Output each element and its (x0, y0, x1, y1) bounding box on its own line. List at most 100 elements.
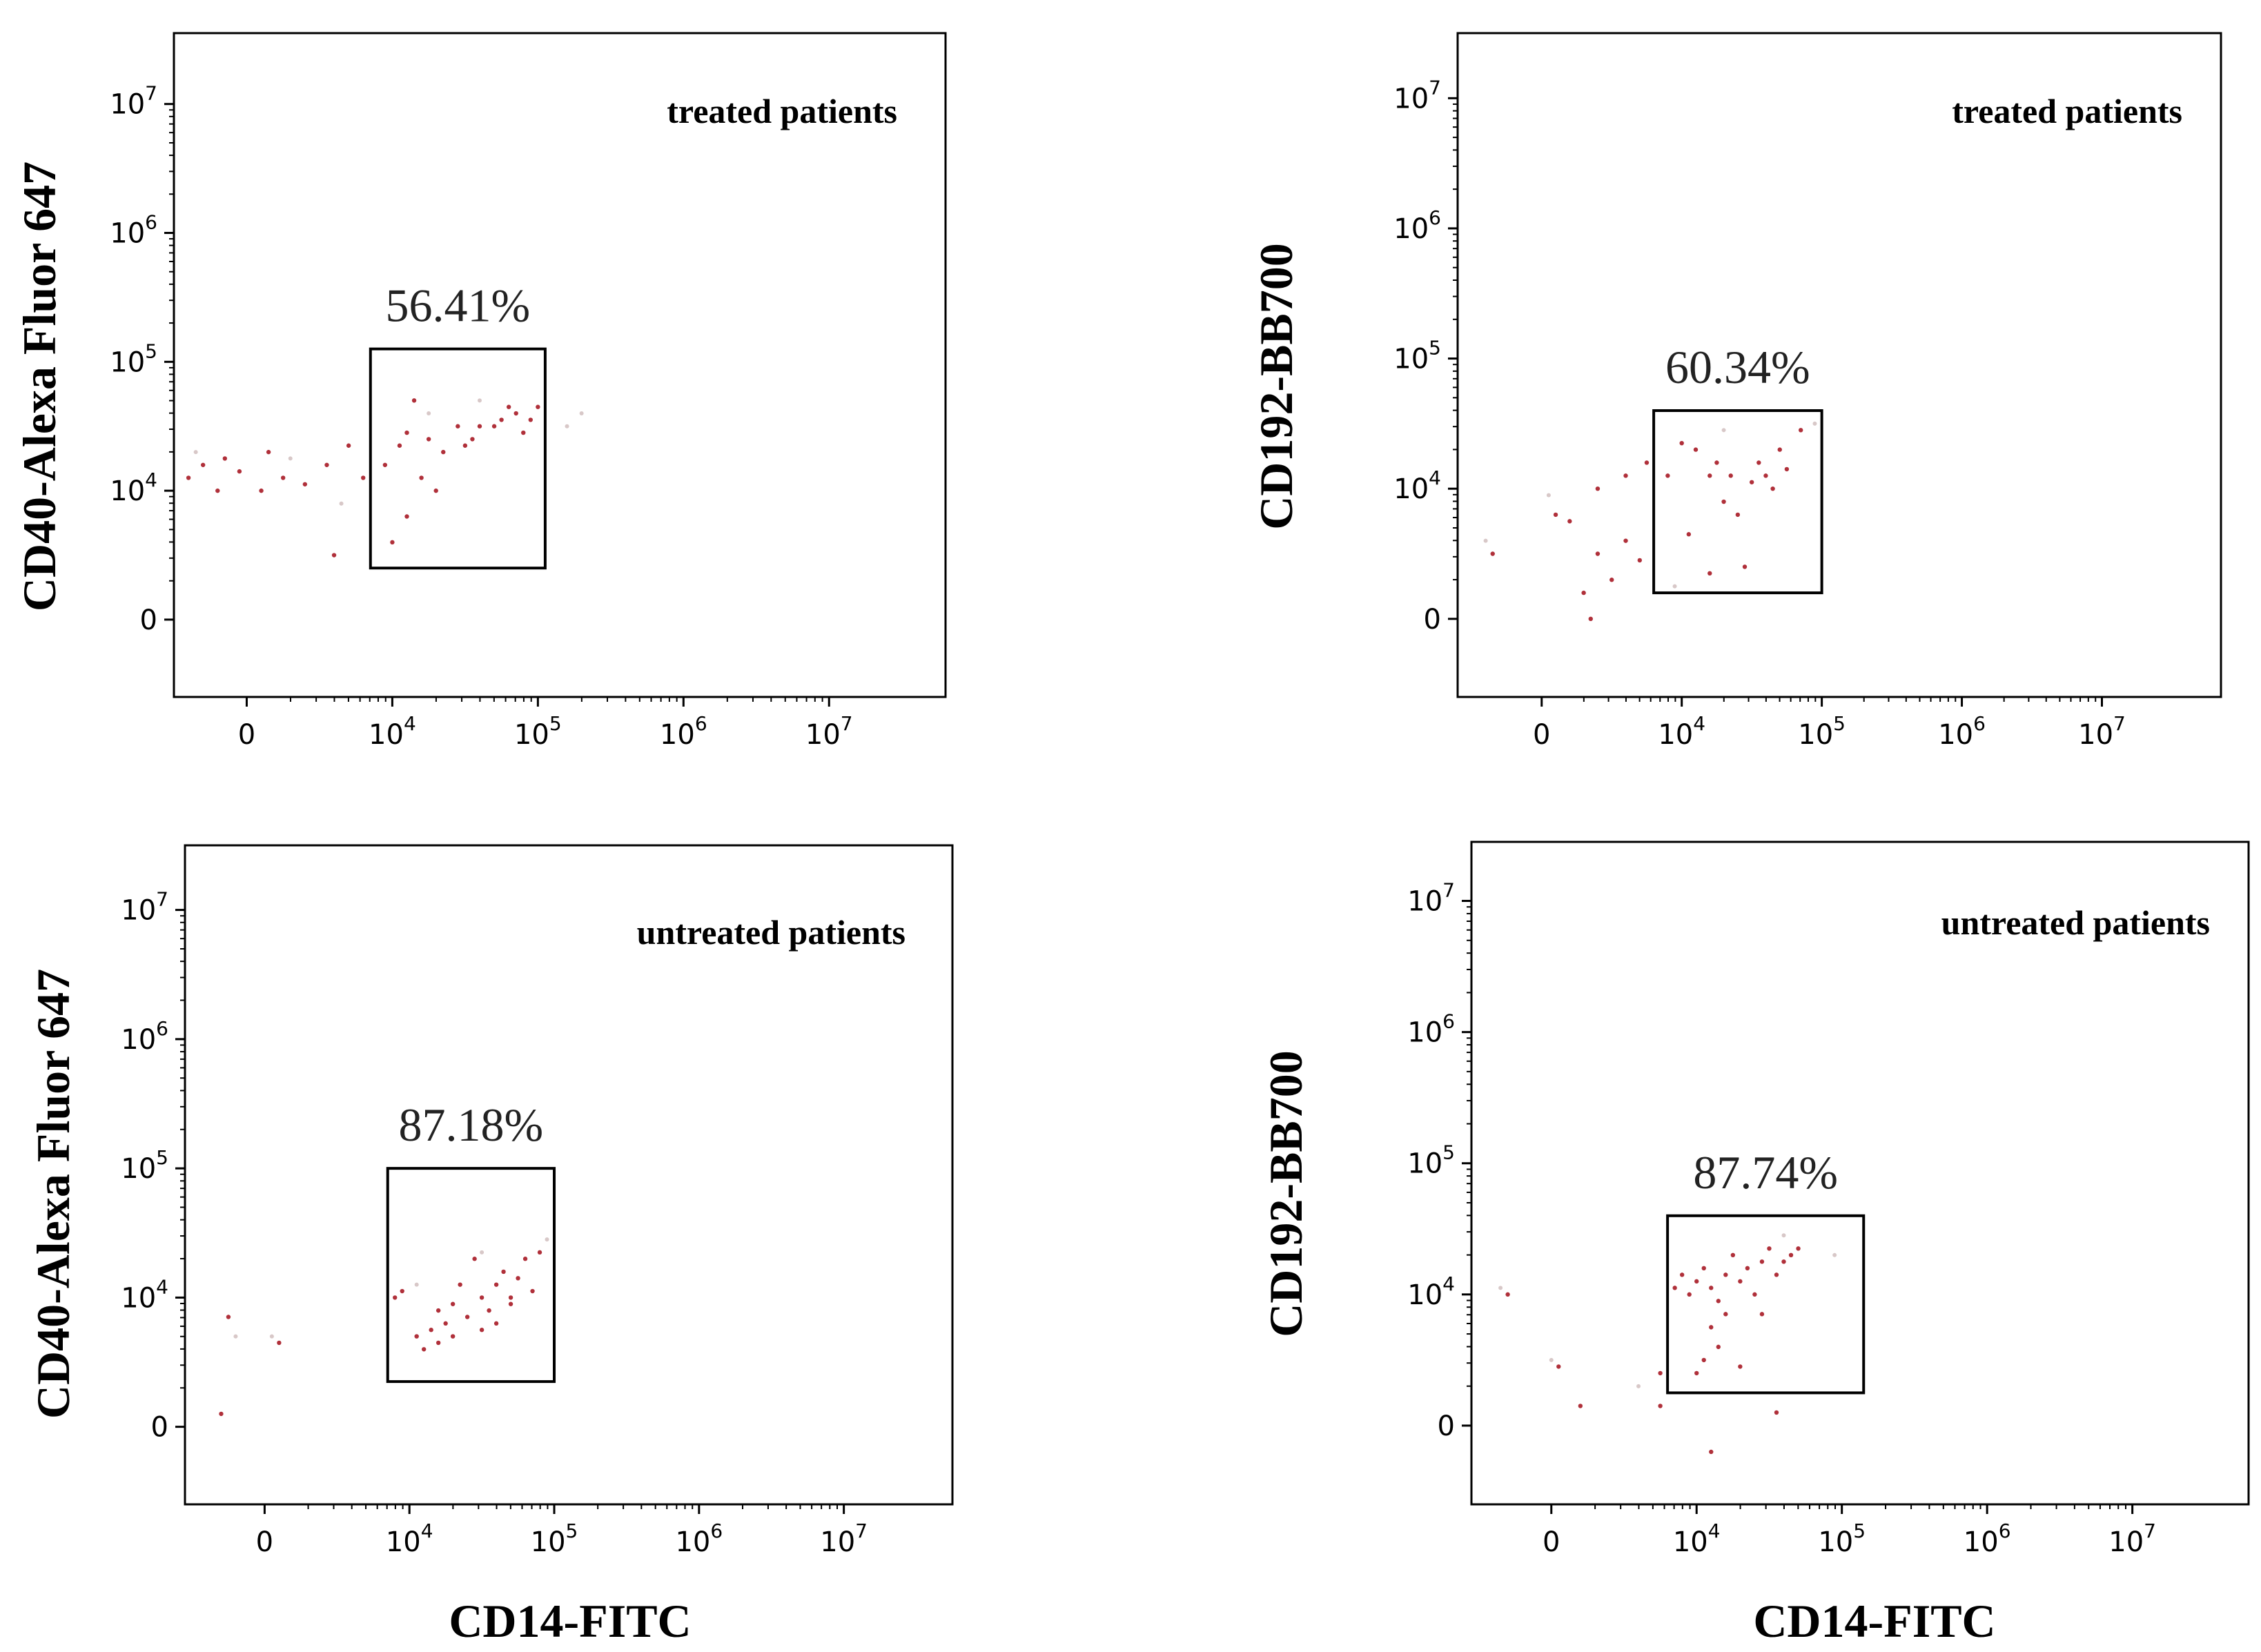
group-label: untreated patients (637, 913, 906, 952)
event-dot (1609, 578, 1614, 582)
y-tick-label: 105 (1393, 337, 1441, 375)
event-dot (1759, 1312, 1765, 1317)
x-tick-label: 0 (238, 719, 255, 751)
event-dot (361, 475, 366, 480)
event-dot-faint (1832, 1252, 1837, 1257)
event-dot (1694, 1279, 1699, 1284)
event-dot-faint (1812, 421, 1817, 426)
x-tick-label: 105 (531, 1520, 578, 1558)
event-dot (522, 1257, 528, 1261)
plot-frame (1456, 32, 2222, 698)
event-dot (1694, 1370, 1699, 1376)
event-dot (1721, 499, 1726, 504)
event-dot (472, 1257, 477, 1261)
y-tick-label: 104 (1407, 1272, 1455, 1311)
y-tick-label: 107 (110, 82, 157, 121)
gate-rectangle (1666, 1214, 1866, 1395)
y-axis-label: CD40-Alexa Fluor 647 (27, 969, 79, 1419)
event-dot-faint (1483, 538, 1488, 543)
event-dot (1644, 460, 1650, 465)
event-dot (501, 1269, 506, 1275)
event-dot (414, 1334, 419, 1339)
event-dot (1728, 473, 1733, 478)
y-tick-label: 0 (140, 604, 157, 636)
event-dot (1567, 519, 1572, 524)
event-dot (464, 1315, 470, 1319)
event-dot-faint (477, 398, 482, 403)
event-dot (1781, 1259, 1786, 1264)
event-dot (1709, 1325, 1714, 1330)
event-dot (1693, 447, 1699, 452)
event-dot (404, 514, 409, 519)
y-tick-label: 0 (1438, 1410, 1455, 1442)
event-dot (1774, 1410, 1779, 1415)
event-dot (421, 1347, 427, 1352)
event-dot (222, 456, 228, 461)
event-dot (1701, 1266, 1706, 1271)
y-tick-label: 105 (1407, 1141, 1455, 1180)
gate-rectangle (1652, 409, 1823, 595)
event-dot (479, 1328, 484, 1333)
event-dot (277, 1340, 282, 1346)
x-tick-label: 107 (820, 1520, 868, 1558)
event-dot (477, 424, 482, 429)
event-dot-faint (1672, 584, 1677, 589)
event-dot-faint (1549, 1357, 1554, 1362)
event-dot (450, 1301, 456, 1306)
y-tick-label: 106 (110, 211, 157, 250)
y-tick-label: 104 (110, 469, 157, 507)
event-dot (1658, 1370, 1663, 1376)
event-dot (226, 1315, 231, 1319)
event-dot (493, 1282, 499, 1287)
event-dot (1735, 512, 1741, 518)
y-tick-label: 107 (1393, 76, 1441, 115)
event-dot (435, 1308, 441, 1313)
x-tick-label: 105 (514, 712, 562, 751)
event-dot (1679, 440, 1684, 446)
y-tick-label: 0 (1424, 604, 1441, 636)
event-dot (530, 1288, 535, 1294)
event-dot (1745, 1266, 1750, 1271)
x-tick-label: 106 (1938, 712, 1986, 751)
y-tick-label: 106 (1407, 1010, 1455, 1049)
y-axis-label: CD192-BB700 (1250, 243, 1302, 530)
x-tick-label: 106 (675, 1520, 723, 1558)
event-dot (1709, 1449, 1714, 1455)
event-dot (1581, 590, 1586, 596)
event-dot-faint (1636, 1384, 1641, 1388)
event-dot (393, 1295, 398, 1300)
event-dot (537, 1250, 542, 1255)
event-dot (419, 475, 424, 480)
event-dot (215, 488, 220, 493)
event-dot (528, 417, 534, 422)
x-tick-label: 106 (1964, 1520, 2011, 1558)
y-tick-label: 104 (1393, 466, 1441, 505)
event-dot (1756, 460, 1761, 465)
event-dot (1784, 466, 1790, 472)
y-axis-label: CD40-Alexa Fluor 647 (13, 161, 66, 611)
event-dot (458, 1282, 462, 1287)
event-dot (1658, 1404, 1663, 1408)
event-dot (1595, 551, 1601, 556)
event-dot-faint (414, 1282, 419, 1287)
event-dot (470, 437, 475, 442)
event-dot (1490, 551, 1495, 556)
panel-top-right: 0 0 104 104 105 105 106 106 107 107 60.34% treated … (1250, 32, 2222, 751)
y-tick-label: 106 (1393, 206, 1441, 245)
event-dot-faint (1721, 428, 1726, 433)
event-dot (1707, 473, 1712, 478)
event-dot (1578, 1404, 1583, 1408)
event-dot-faint (269, 1334, 274, 1339)
panel-top-left: 0 0 104 104 105 105 106 106 107 107 56.41% treated … (13, 32, 947, 751)
event-dot (1752, 1292, 1757, 1297)
y-tick-label: 104 (121, 1275, 168, 1314)
y-tick-label: 107 (1407, 879, 1455, 918)
event-dot-faint (480, 1250, 484, 1255)
x-tick-label: 107 (2078, 712, 2126, 751)
gate-percentage: 56.41% (386, 279, 531, 332)
group-label: treated patients (667, 92, 897, 130)
event-dot (259, 488, 264, 493)
event-dot (508, 1295, 513, 1300)
event-dot (456, 424, 460, 429)
